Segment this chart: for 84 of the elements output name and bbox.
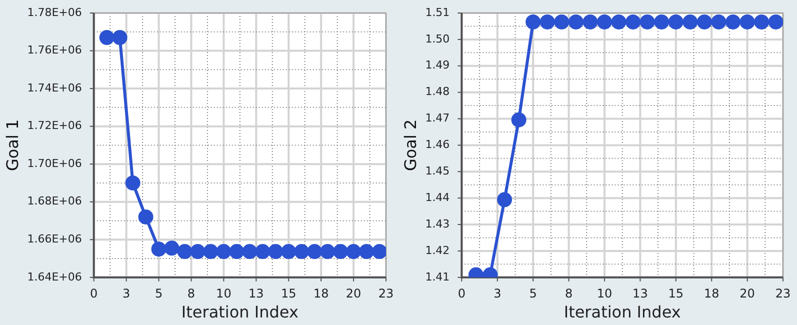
point <box>540 14 555 30</box>
x-tick-label: 23 <box>775 286 791 301</box>
point <box>242 244 258 260</box>
y-tick-label: 1.44 <box>425 190 450 204</box>
point <box>359 244 374 260</box>
y-axis-title: Goal 2 <box>400 119 420 172</box>
point <box>711 14 726 30</box>
point <box>626 14 641 30</box>
point <box>740 14 755 30</box>
point <box>526 14 541 30</box>
x-tick-label: 20 <box>346 286 362 301</box>
point <box>333 244 348 260</box>
point <box>654 14 670 30</box>
point <box>668 14 684 30</box>
y-axis-title: Goal 1 <box>2 119 22 172</box>
point <box>754 14 770 30</box>
point <box>307 244 322 260</box>
x-tick-label: 5 <box>154 286 163 301</box>
x-tick-label: 15 <box>668 286 684 301</box>
y-tick-label: 1.76E+06 <box>27 44 82 57</box>
x-tick-label: 18 <box>313 286 329 301</box>
x-tick-label: 13 <box>248 286 264 301</box>
point <box>682 14 698 30</box>
point <box>320 244 336 260</box>
x-tick-label: 10 <box>596 286 612 301</box>
x-tick-label: 3 <box>494 286 502 301</box>
x-tick-label: 15 <box>280 286 296 301</box>
point <box>164 240 180 256</box>
y-tick-label: 1.47 <box>425 112 450 125</box>
point <box>768 14 783 30</box>
y-tick-label: 1.41 <box>425 270 450 284</box>
point <box>294 244 310 260</box>
y-tick-label: 1.64E+06 <box>27 270 82 284</box>
y-tick-label: 1.49 <box>425 58 450 72</box>
point <box>281 244 296 260</box>
point <box>138 209 154 224</box>
x-tick-label: 8 <box>564 286 573 301</box>
y-tick-label: 1.78E+06 <box>27 6 82 19</box>
point <box>640 14 655 30</box>
point <box>177 244 192 260</box>
point <box>596 14 612 30</box>
y-tick-label: 1.74E+06 <box>27 81 82 94</box>
y-tick-label: 1.48 <box>425 85 450 98</box>
point <box>203 244 218 260</box>
x-axis-title: Iteration Index <box>181 302 298 322</box>
x-axis-title: Iteration Index <box>564 302 681 322</box>
point <box>216 244 232 260</box>
x-tick-label: 13 <box>632 286 648 301</box>
x-tick-label: 0 <box>458 286 466 301</box>
y-tick-label: 1.42 <box>425 244 450 257</box>
point <box>554 14 570 30</box>
y-tick-label: 1.66E+06 <box>27 232 82 246</box>
y-tick-label: 1.43 <box>425 217 450 230</box>
y-tick-label: 1.72E+06 <box>27 119 82 132</box>
y-tick-label: 1.70E+06 <box>27 156 82 170</box>
point <box>726 14 741 30</box>
x-tick-label: 10 <box>216 286 232 301</box>
x-tick-label: 3 <box>122 286 130 301</box>
point <box>696 14 712 30</box>
y-tick-label: 1.46 <box>425 138 450 152</box>
point <box>151 242 166 257</box>
point <box>99 30 114 46</box>
x-tick-label: 23 <box>378 286 394 301</box>
y-tick-label: 1.68E+06 <box>27 194 82 208</box>
point <box>112 30 128 46</box>
x-tick-label: 18 <box>704 286 720 301</box>
point <box>229 244 244 260</box>
y-tick-label: 1.51 <box>425 6 450 19</box>
point <box>511 112 526 128</box>
x-tick-label: 20 <box>740 286 755 301</box>
x-tick-label: 5 <box>529 286 537 301</box>
point <box>190 244 206 260</box>
x-tick-label: 0 <box>90 286 98 301</box>
point <box>268 244 284 260</box>
y-tick-label: 1.45 <box>425 164 450 178</box>
point <box>125 175 140 190</box>
y-tick-label: 1.50 <box>425 32 450 46</box>
point <box>255 244 270 260</box>
point <box>372 244 386 260</box>
point <box>346 244 362 260</box>
x-tick-label: 8 <box>187 286 196 301</box>
point <box>568 14 584 30</box>
point <box>582 14 598 30</box>
point <box>611 14 626 30</box>
